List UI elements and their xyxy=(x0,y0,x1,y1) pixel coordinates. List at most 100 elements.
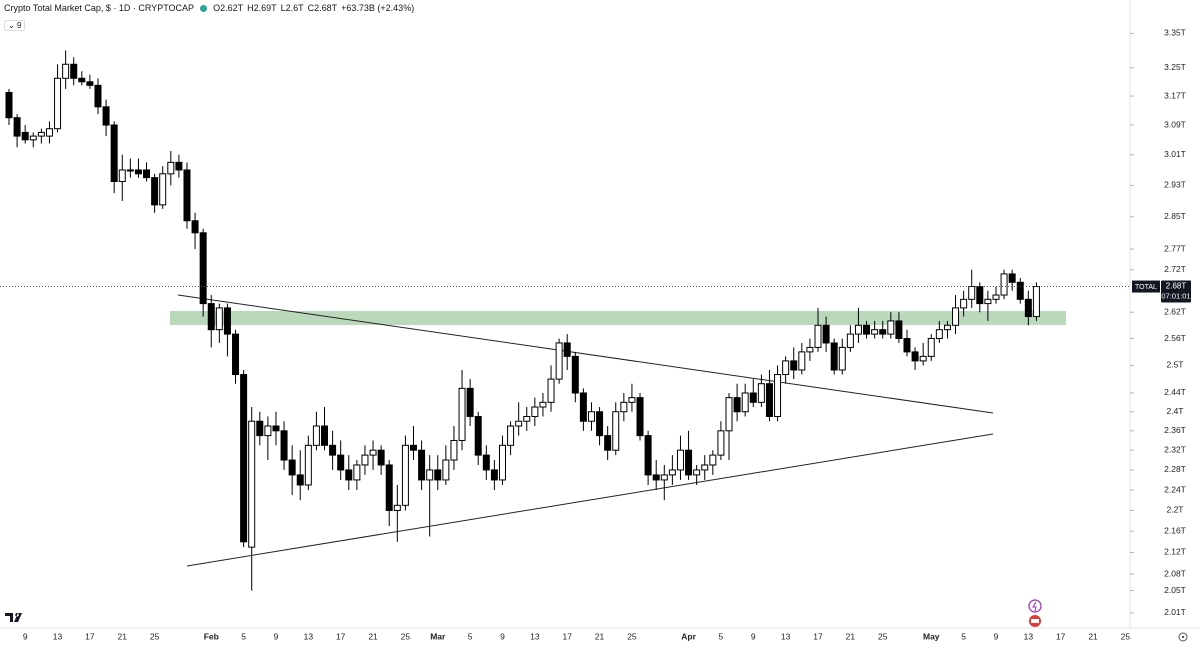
candle-body xyxy=(879,329,887,335)
y-tick-label: 2.16T xyxy=(1164,526,1186,536)
candle-body xyxy=(1000,273,1008,296)
y-tick-label: 2.01T xyxy=(1164,607,1186,617)
y-tick-label: 2.08T xyxy=(1164,568,1186,578)
candle-body xyxy=(806,346,814,353)
settings-icon[interactable] xyxy=(1178,632,1188,642)
candle-body xyxy=(215,307,223,331)
candle-body xyxy=(725,397,733,432)
candle-body xyxy=(13,117,21,137)
candle-body xyxy=(490,469,498,481)
candle-body xyxy=(280,430,288,461)
candle-body xyxy=(960,298,968,309)
high-stat: H2.69T xyxy=(247,3,277,13)
x-tick-label: 21 xyxy=(595,631,605,641)
symbol-tag xyxy=(1132,280,1160,293)
candle-body xyxy=(887,320,895,335)
open-stat: O2.62T xyxy=(213,3,244,13)
candle-body xyxy=(927,338,935,357)
price-tag-text: 2.68T xyxy=(1166,282,1187,291)
candle-body xyxy=(790,360,798,371)
y-tick-label: 3.17T xyxy=(1164,90,1186,100)
candle-body xyxy=(604,435,612,451)
chevron: ⌄ xyxy=(8,21,17,30)
candle-body xyxy=(110,124,118,182)
candle-body xyxy=(644,435,652,476)
candle-body xyxy=(976,286,984,305)
candle-body xyxy=(911,351,919,362)
candle-body xyxy=(968,286,976,300)
x-tick-label: 5 xyxy=(719,631,724,641)
x-tick-label: 25 xyxy=(150,631,160,641)
candle-body xyxy=(442,459,450,481)
candle-body xyxy=(5,91,13,119)
candle-body xyxy=(709,454,717,466)
candle-body xyxy=(822,324,830,344)
candle-body xyxy=(29,135,37,141)
candle-body xyxy=(264,425,272,437)
candle-body xyxy=(296,474,304,486)
x-tick-label: May xyxy=(923,631,940,641)
candle-body xyxy=(757,383,765,403)
indicators-badge[interactable]: ⌄ 9 xyxy=(4,20,26,31)
y-tick-label: 2.85T xyxy=(1164,211,1186,221)
candle-body xyxy=(579,392,587,422)
candle-body xyxy=(676,449,684,471)
candle-body xyxy=(288,459,296,476)
candle-body xyxy=(418,449,426,481)
candle-body xyxy=(854,324,862,335)
candle-body xyxy=(94,84,102,108)
candle-body xyxy=(798,351,806,371)
candle-body xyxy=(992,294,1000,300)
candle-body xyxy=(1016,281,1024,300)
axes: 3.35T 3.25T 3.17T 3.09T 3.01T 2.93T 2.85T 2.77T… xyxy=(0,28,1191,641)
event-icons xyxy=(1028,599,1042,627)
candle-body xyxy=(21,131,29,141)
upper-trendline xyxy=(177,294,994,414)
candle-body xyxy=(903,338,911,353)
candle-body xyxy=(523,415,531,422)
x-tick-label: 17 xyxy=(336,631,346,641)
x-tick-label: 21 xyxy=(368,631,378,641)
countdown-text: 07:01:01 xyxy=(1161,292,1190,301)
x-tick-label: 13 xyxy=(304,631,314,641)
y-tick-label: 2.77T xyxy=(1164,243,1186,253)
candle-body xyxy=(54,77,62,130)
candle-body xyxy=(571,355,579,394)
candle-body xyxy=(102,106,110,126)
candle-body xyxy=(143,169,151,179)
candle-body xyxy=(223,307,231,335)
candle-body xyxy=(304,444,312,486)
candle-body xyxy=(782,360,790,376)
candle-body xyxy=(515,420,523,427)
candle-body xyxy=(401,444,409,506)
x-tick-label: 21 xyxy=(1088,631,1098,641)
x-tick-label: 17 xyxy=(1056,631,1066,641)
close-stat: C2.68T xyxy=(307,3,338,13)
candle-body xyxy=(232,333,240,376)
x-tick-label: 21 xyxy=(846,631,856,641)
x-tick-label: 25 xyxy=(401,631,411,641)
low-stat: L2.6T xyxy=(280,3,304,13)
candle-body xyxy=(329,444,337,456)
x-tick-label: 9 xyxy=(994,631,999,641)
candle-body xyxy=(207,303,215,331)
x-tick-label: 21 xyxy=(118,631,128,641)
candle-body xyxy=(765,383,773,417)
candle-body xyxy=(86,81,94,86)
y-tick-label: 2.36T xyxy=(1164,425,1186,435)
y-tick-label: 2.72T xyxy=(1164,264,1186,274)
x-tick-label: 5 xyxy=(468,631,473,641)
candle-body xyxy=(636,397,644,437)
x-tick-label: 17 xyxy=(562,631,572,641)
candle-body xyxy=(393,504,401,511)
candle-body xyxy=(555,342,563,380)
y-tick-label: 2.24T xyxy=(1164,484,1186,494)
candle-body xyxy=(151,177,159,206)
x-tick-label: 25 xyxy=(878,631,888,641)
y-tick-label: 2.62T xyxy=(1164,306,1186,316)
candle-body xyxy=(37,131,45,137)
candle-body xyxy=(385,464,393,511)
candle-body xyxy=(628,397,636,403)
x-tick-label: Feb xyxy=(204,631,219,641)
